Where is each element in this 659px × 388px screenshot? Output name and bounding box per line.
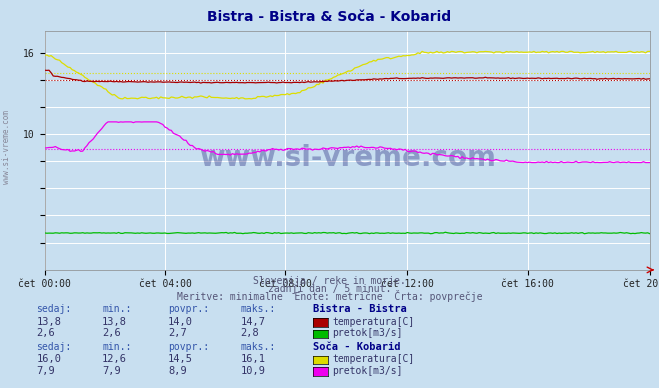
Text: 14,0: 14,0 bbox=[168, 317, 193, 327]
Text: Bistra - Bistra & Soča - Kobarid: Bistra - Bistra & Soča - Kobarid bbox=[208, 10, 451, 24]
Text: povpr.:: povpr.: bbox=[168, 342, 209, 352]
Text: Soča - Kobarid: Soča - Kobarid bbox=[313, 342, 401, 352]
Text: pretok[m3/s]: pretok[m3/s] bbox=[332, 366, 403, 376]
Text: www.si-vreme.com: www.si-vreme.com bbox=[2, 111, 11, 184]
Text: Bistra - Bistra: Bistra - Bistra bbox=[313, 304, 407, 314]
Text: min.:: min.: bbox=[102, 304, 132, 314]
Text: 16,1: 16,1 bbox=[241, 354, 266, 364]
Text: Meritve: minimalne  Enote: metrične  Črta: povprečje: Meritve: minimalne Enote: metrične Črta:… bbox=[177, 289, 482, 301]
Text: 2,8: 2,8 bbox=[241, 328, 259, 338]
Text: 10,9: 10,9 bbox=[241, 366, 266, 376]
Text: sedaj:: sedaj: bbox=[36, 342, 71, 352]
Text: 2,6: 2,6 bbox=[36, 328, 55, 338]
Text: zadnji dan / 5 minut.: zadnji dan / 5 minut. bbox=[268, 284, 391, 294]
Text: www.si-vreme.com: www.si-vreme.com bbox=[199, 144, 496, 171]
Text: 13,8: 13,8 bbox=[102, 317, 127, 327]
Text: 7,9: 7,9 bbox=[102, 366, 121, 376]
Text: maks.:: maks.: bbox=[241, 342, 275, 352]
Text: temperatura[C]: temperatura[C] bbox=[332, 317, 415, 327]
Text: 13,8: 13,8 bbox=[36, 317, 61, 327]
Text: sedaj:: sedaj: bbox=[36, 304, 71, 314]
Text: 16,0: 16,0 bbox=[36, 354, 61, 364]
Text: pretok[m3/s]: pretok[m3/s] bbox=[332, 328, 403, 338]
Text: 2,6: 2,6 bbox=[102, 328, 121, 338]
Text: 14,5: 14,5 bbox=[168, 354, 193, 364]
Text: povpr.:: povpr.: bbox=[168, 304, 209, 314]
Text: min.:: min.: bbox=[102, 342, 132, 352]
Text: 12,6: 12,6 bbox=[102, 354, 127, 364]
Text: 2,7: 2,7 bbox=[168, 328, 186, 338]
Text: 8,9: 8,9 bbox=[168, 366, 186, 376]
Text: maks.:: maks.: bbox=[241, 304, 275, 314]
Text: temperatura[C]: temperatura[C] bbox=[332, 354, 415, 364]
Text: Slovenija / reke in morje.: Slovenija / reke in morje. bbox=[253, 276, 406, 286]
Text: 7,9: 7,9 bbox=[36, 366, 55, 376]
Text: 14,7: 14,7 bbox=[241, 317, 266, 327]
